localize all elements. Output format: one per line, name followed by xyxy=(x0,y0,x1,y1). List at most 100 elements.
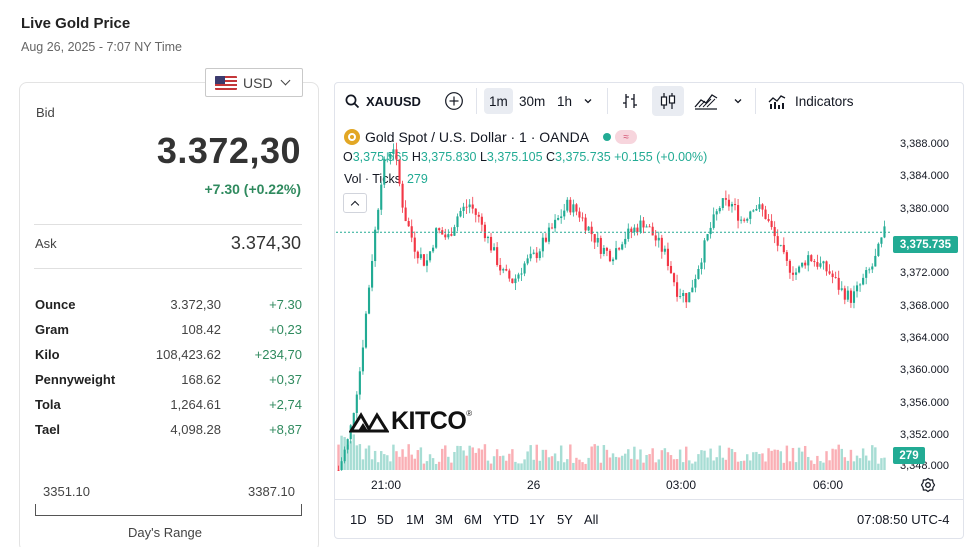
volume-bar xyxy=(389,461,392,470)
candle-body xyxy=(703,240,706,263)
volume-bar xyxy=(819,461,822,470)
candle-body xyxy=(410,226,413,238)
candle-body xyxy=(514,278,517,284)
unit-name: Gram xyxy=(35,322,69,337)
range-3m[interactable]: 3M xyxy=(435,512,454,527)
candle-body xyxy=(538,251,541,259)
volume-bar xyxy=(465,455,468,470)
candle-body xyxy=(712,214,715,228)
candle-body xyxy=(569,199,572,213)
range-1d[interactable]: 1D xyxy=(350,512,367,527)
volume-bar xyxy=(755,451,758,470)
volume-bar xyxy=(724,459,728,470)
volume-bar xyxy=(566,459,569,470)
candle-body xyxy=(438,228,441,231)
price-tick: 3,356.000 xyxy=(900,397,949,409)
symbol-search[interactable]: XAUUSD xyxy=(345,88,421,114)
range-5y[interactable]: 5Y xyxy=(557,512,573,527)
timeframe-1m[interactable]: 1m xyxy=(484,88,513,114)
area-chart-icon xyxy=(694,94,718,110)
price-tick: 3,360.000 xyxy=(900,364,949,376)
unit-row-tola: Tola 1,264.61 +2,74 xyxy=(34,397,304,422)
candle-body xyxy=(523,263,526,274)
candle-body xyxy=(584,217,587,231)
volume-bar xyxy=(712,460,715,470)
range-1m[interactable]: 1M xyxy=(406,512,425,527)
volume-bar xyxy=(392,444,395,470)
candle-body xyxy=(413,237,416,252)
candle-body xyxy=(596,237,599,243)
volume-bar xyxy=(404,456,407,470)
volume-bar xyxy=(849,449,853,470)
time-tick: 03:00 xyxy=(666,478,697,492)
candle-body xyxy=(444,234,447,238)
page-title: Live Gold Price xyxy=(21,15,131,32)
volume-bar xyxy=(807,456,810,470)
indicators-label: Indicators xyxy=(795,93,854,109)
candle-body xyxy=(416,251,419,259)
volume-bar xyxy=(337,444,340,470)
candle-body xyxy=(575,204,578,212)
volume-bar xyxy=(383,454,386,470)
kitco-mark-icon xyxy=(349,411,389,432)
range-1y[interactable]: 1Y xyxy=(529,512,545,527)
compare-button[interactable] xyxy=(438,86,470,116)
candle-body xyxy=(666,248,669,266)
timeframe-1h[interactable]: 1h xyxy=(557,93,573,109)
bar-style-button[interactable] xyxy=(614,86,646,116)
low-label: L xyxy=(479,150,487,164)
range-5d[interactable]: 5D xyxy=(377,512,394,527)
volume-bar xyxy=(386,455,389,470)
days-range-high: 3387.10 xyxy=(248,484,295,499)
volume-bar xyxy=(340,435,343,470)
chart-type-menu-button[interactable] xyxy=(726,86,750,116)
candle-body xyxy=(654,235,657,241)
collapse-legend-button[interactable] xyxy=(343,193,367,213)
volume-bar xyxy=(535,444,538,470)
timeframe-menu-button[interactable] xyxy=(576,86,600,116)
volume-bar xyxy=(675,459,679,470)
volume-bar xyxy=(608,457,612,470)
volume-bar xyxy=(584,463,587,470)
currency-dropdown[interactable]: USD xyxy=(205,68,303,97)
volume-bar xyxy=(773,449,776,470)
range-ytd[interactable]: YTD xyxy=(493,512,519,527)
volume-bar xyxy=(797,447,801,470)
candle-body xyxy=(737,205,740,221)
candle-body xyxy=(871,266,874,270)
candles-style-button[interactable] xyxy=(652,86,684,116)
volume-bar xyxy=(782,462,786,470)
candle-body xyxy=(560,216,563,219)
candle-body xyxy=(471,204,474,209)
timeframe-30m[interactable]: 30m xyxy=(519,93,546,109)
candle-body xyxy=(441,230,444,235)
volume-bar xyxy=(739,461,743,470)
volume-tag: 279 xyxy=(893,447,925,464)
candle-body xyxy=(743,219,746,221)
indicators-button[interactable]: Indicators xyxy=(767,88,854,114)
candle-body xyxy=(837,277,840,290)
range-all[interactable]: All xyxy=(584,512,599,527)
legend-title-text: Gold Spot / U.S. Dollar · 1 · OANDA xyxy=(365,129,590,145)
volume-bar xyxy=(444,445,447,470)
candle-body xyxy=(676,282,679,297)
candle-body xyxy=(581,217,584,219)
chart-settings-button[interactable] xyxy=(920,477,936,498)
candle-body xyxy=(419,254,422,259)
candle-body xyxy=(682,293,685,297)
volume-bar xyxy=(358,444,362,470)
candle-body xyxy=(822,261,825,264)
candle-body xyxy=(791,272,795,275)
range-6m[interactable]: 6M xyxy=(464,512,483,527)
volume-bar xyxy=(550,456,554,470)
volume-bar xyxy=(834,449,837,470)
volume-bar xyxy=(398,456,401,470)
chart-legend-title: Gold Spot / U.S. Dollar · 1 · OANDA ≈ xyxy=(344,128,638,146)
candle-body xyxy=(566,199,569,211)
ask-price: 3.374,30 xyxy=(230,233,301,253)
candle-body xyxy=(401,183,404,208)
volume-bar xyxy=(410,454,413,470)
high-value: 3,375.830 xyxy=(420,150,477,164)
area-style-button[interactable] xyxy=(690,86,722,116)
